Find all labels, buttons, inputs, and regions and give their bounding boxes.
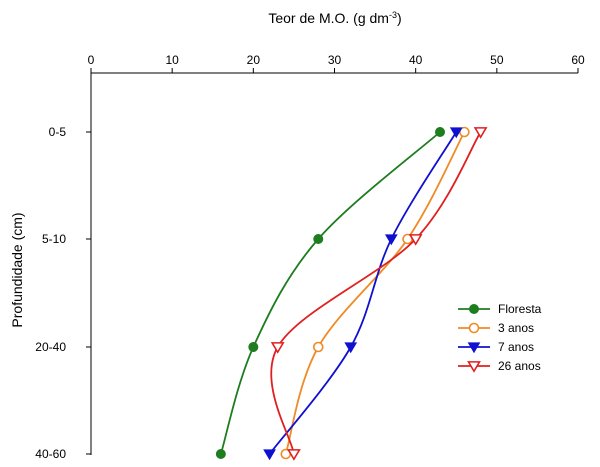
- x-tick-label: 60: [571, 53, 585, 67]
- legend-item: 3 anos: [458, 321, 534, 335]
- x-tick-label: 0: [88, 53, 95, 67]
- data-point: [215, 449, 226, 459]
- series-line: [220, 131, 441, 455]
- data-point: [313, 234, 324, 244]
- data-point: [473, 127, 488, 139]
- data-point: [449, 127, 463, 139]
- x-tick-label: 30: [328, 53, 342, 67]
- y-tick-label: 20-40: [35, 340, 66, 354]
- y-tick-label: 5-10: [42, 232, 66, 246]
- x-tick-label: 20: [247, 53, 261, 67]
- data-point: [312, 341, 324, 353]
- x-tick-label: 10: [165, 53, 179, 67]
- series-1: [280, 126, 470, 460]
- legend-marker: [469, 304, 479, 314]
- series-line: [284, 131, 466, 455]
- legend-item: 7 anos: [458, 340, 534, 354]
- legend-item: 26 anos: [458, 359, 541, 373]
- legend-item: Floresta: [458, 302, 542, 316]
- x-axis-title-superscript: -3: [389, 10, 397, 20]
- series-3: [270, 127, 488, 461]
- legend-label: 3 anos: [498, 321, 534, 335]
- legend-label: 26 anos: [498, 359, 541, 373]
- x-tick-label: 40: [409, 53, 423, 67]
- series-line: [268, 131, 458, 455]
- series-2: [263, 127, 463, 461]
- data-point: [384, 234, 398, 246]
- legend-label: Floresta: [498, 302, 542, 316]
- legend-marker: [467, 342, 481, 354]
- legend-marker: [467, 361, 481, 373]
- y-tick-label: 40-60: [35, 447, 66, 461]
- data-point: [270, 342, 285, 354]
- y-tick-label: 0-5: [49, 125, 67, 139]
- legend-marker: [468, 322, 480, 334]
- legend-label: 7 anos: [498, 340, 534, 354]
- x-axis-title: Teor de M.O. (g dm-3): [268, 10, 401, 26]
- data-point: [263, 449, 276, 461]
- data-point: [344, 342, 358, 354]
- series-0: [215, 127, 446, 459]
- x-tick-label: 50: [490, 53, 504, 67]
- data-point: [408, 234, 423, 246]
- series-layer: [215, 126, 488, 461]
- y-axis-title: Profundidade (cm): [9, 212, 25, 327]
- data-point: [435, 127, 446, 137]
- data-point: [248, 342, 259, 352]
- legend: Floresta 3 anos 7 anos 26 anos: [458, 302, 542, 373]
- series-line: [270, 131, 482, 455]
- axes: 0 10 20 30 40 50 60 0-5 5-10 20-40 40-60: [35, 53, 585, 461]
- data-point: [287, 449, 301, 461]
